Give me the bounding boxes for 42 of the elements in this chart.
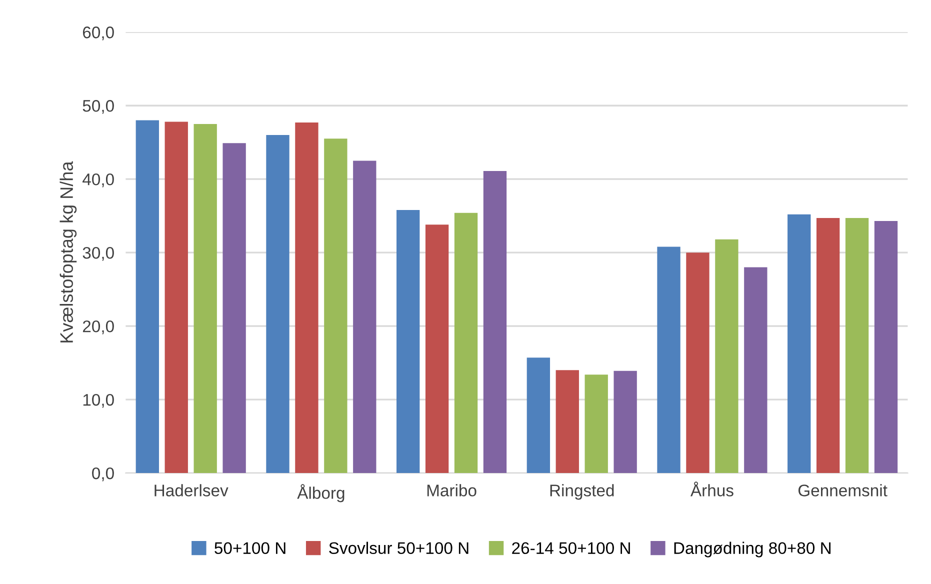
- y-tick-label: 40,0: [82, 173, 114, 188]
- bar: [845, 218, 869, 474]
- bar: [222, 143, 246, 474]
- bar: [744, 267, 768, 474]
- bar: [454, 212, 478, 474]
- bar: [686, 252, 710, 474]
- y-tick-label: 10,0: [83, 394, 114, 408]
- x-tick-label: Århus: [690, 482, 734, 496]
- bar: [353, 160, 376, 474]
- bar: [874, 220, 898, 474]
- y-tick-label: 0,0: [92, 467, 114, 482]
- y-tick-label: 50,0: [82, 100, 114, 114]
- bar: [715, 239, 738, 474]
- bar: [483, 171, 507, 474]
- y-tick-label: 30,0: [82, 246, 114, 261]
- y-axis-title: Kvælstofoptag kg N/ha: [60, 161, 77, 342]
- bar: [526, 358, 550, 474]
- legend-label: 26-14 50+100 N: [512, 542, 630, 554]
- bar: [788, 214, 811, 474]
- bar: [194, 124, 217, 474]
- x-tick-label: Maribo: [427, 484, 476, 496]
- bar: [816, 218, 840, 474]
- legend-label: 50+100 N: [214, 542, 286, 554]
- bar: [556, 370, 579, 474]
- bar: [584, 374, 608, 474]
- legend-label: Dangødning 80+80 N: [674, 542, 830, 558]
- bar: [136, 120, 159, 474]
- y-tick-label: 60,0: [82, 26, 114, 40]
- bar: [614, 370, 637, 474]
- bar: [396, 210, 420, 474]
- x-tick-label: Ringsted: [550, 484, 614, 500]
- bar: [657, 246, 680, 474]
- y-tick-label: 20,0: [82, 320, 114, 334]
- x-tick-label: Gennemsnit: [798, 484, 888, 496]
- bar: [324, 138, 348, 474]
- legend-label: Svovlsur 50+100 N: [329, 542, 468, 554]
- bar: [295, 122, 318, 474]
- x-tick-label: Haderlsev: [154, 484, 228, 496]
- x-tick-label: Ålborg: [297, 484, 344, 502]
- bar: [266, 135, 290, 474]
- bar: [164, 122, 188, 474]
- bar: [425, 224, 449, 474]
